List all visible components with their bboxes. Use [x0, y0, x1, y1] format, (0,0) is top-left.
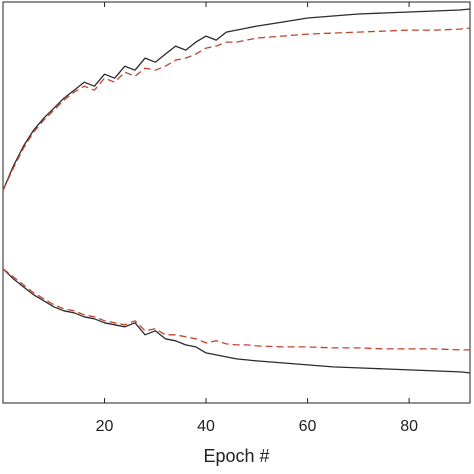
series-layer: [2, 8, 471, 374]
x-tick-label-20: 20: [96, 418, 114, 435]
plot-frame: [2, 1, 471, 404]
series-line-2-dashed: [2, 27, 471, 191]
x-tick-label-60: 60: [299, 418, 317, 435]
series-line-4-dashed: [2, 268, 470, 351]
plot-area-border: [2, 1, 471, 404]
series-line-3-solid: [2, 268, 471, 374]
x-axis-ticks: 20 40 60 80: [96, 2, 418, 435]
series-line-1-solid: [2, 8, 471, 191]
x-tick-label-40: 40: [197, 418, 215, 435]
x-tick-label-80: 80: [400, 418, 418, 435]
x-axis-title: Epoch #: [203, 446, 269, 466]
